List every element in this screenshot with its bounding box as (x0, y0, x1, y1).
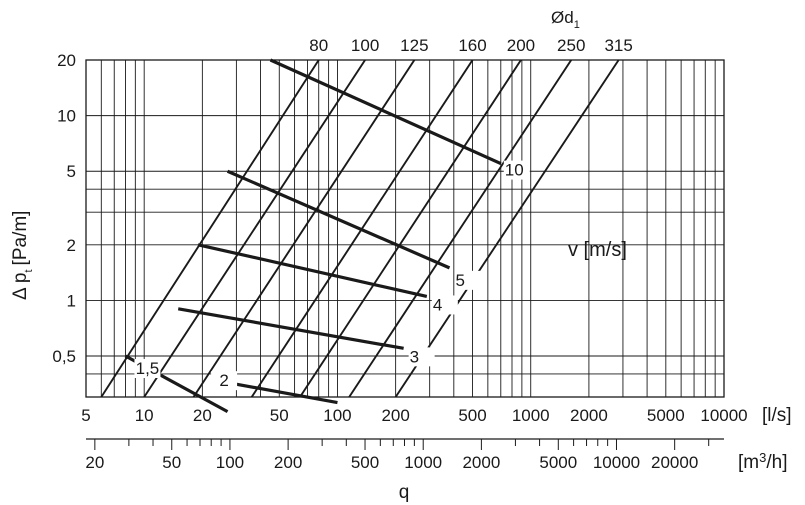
x-tick-label-m3h: 100 (216, 453, 244, 472)
y-tick-label: 20 (57, 51, 76, 70)
x-tick-label-m3h: 200 (274, 453, 302, 472)
velocity-lines (124, 58, 502, 414)
x-tick-labels-m3h: 20 50 100 200 500 1000 2000 5000 10000 20000 (85, 453, 698, 472)
duct-line-315 (394, 60, 620, 397)
y-tick-label: 1 (67, 291, 76, 310)
velocity-line-5 (226, 169, 451, 270)
x-tick-label-m3h: 20 (85, 453, 104, 472)
y-tick-label: 0,5 (52, 347, 76, 366)
velocity-label-bg-1,5 (134, 359, 161, 379)
x-tick-labels-ls: 5 10 20 50 100 200 500 1000 2000 5000 10000 (81, 406, 747, 425)
x-unit-m3h: [m3/h] (738, 450, 787, 473)
x-tick-label-ls: 5000 (647, 406, 685, 425)
x-tick-label-m3h: 2000 (462, 453, 500, 472)
x-tick-label-m3h: 1000 (404, 453, 442, 472)
x-tick-label-m3h: 5000 (539, 453, 577, 472)
duct-label-200: 200 (507, 36, 535, 55)
x-tick-label-ls: 5 (81, 406, 90, 425)
velocity-label-10: 10 (505, 161, 524, 180)
duct-line-250 (348, 60, 573, 397)
x-tick-label-ls: 500 (458, 406, 486, 425)
x-tick-label-ls: 1000 (512, 406, 550, 425)
velocity-label-bg-5 (454, 270, 481, 290)
velocity-label-3: 3 (410, 347, 419, 366)
velocity-label: v [m/s] (568, 239, 627, 261)
duct-label-125: 125 (400, 36, 428, 55)
x-tick-label-m3h: 20000 (651, 453, 698, 472)
velocity-label-5: 5 (456, 271, 465, 290)
velocity-label-bg-10 (503, 160, 530, 180)
velocity-label-bg-3 (408, 347, 435, 367)
velocity-line-4 (197, 243, 428, 299)
plot-frame (85, 59, 725, 398)
x-tick-label-ls: 20 (193, 406, 212, 425)
duct-label-160: 160 (458, 36, 486, 55)
velocity-label-bg-4 (431, 295, 458, 315)
velocity-label-1,5: 1,5 (136, 359, 160, 378)
y-tick-labels: 0,5 1 2 5 10 20 (52, 51, 76, 366)
diameter-label: Ød1 (551, 8, 580, 31)
y-tick-label: 10 (57, 107, 76, 126)
duct-label-315: 315 (604, 36, 632, 55)
duct-label-250: 250 (557, 36, 585, 55)
velocity-label-bg-2 (211, 371, 238, 391)
y-tick-label: 2 (67, 236, 76, 255)
duct-line-125 (192, 60, 416, 397)
x-tick-label-ls: 100 (323, 406, 351, 425)
x-tick-label-ls: 50 (270, 406, 289, 425)
y-axis-label: Δ pt[Pa/m] (10, 211, 35, 300)
grid-lines (86, 60, 724, 397)
velocity-line-10 (269, 58, 502, 166)
x-tick-label-ls: 10 (135, 406, 154, 425)
m3h-axis-ticks (94, 439, 710, 450)
x-axis-label: q (399, 482, 410, 503)
duct-line-80 (100, 60, 320, 397)
velocity-label-2: 2 (219, 371, 228, 390)
x-unit-ls: [l/s] (762, 405, 792, 426)
y-tick-label: 5 (67, 162, 76, 181)
duct-label-100: 100 (351, 36, 379, 55)
x-tick-label-m3h: 500 (351, 453, 379, 472)
duct-diameter-lines (100, 60, 620, 397)
x-tick-label-ls: 200 (381, 406, 409, 425)
x-tick-label-ls: 10000 (700, 406, 747, 425)
x-tick-label-m3h: 50 (162, 453, 181, 472)
duct-line-200 (299, 60, 522, 397)
x-tick-label-ls: 2000 (570, 406, 608, 425)
x-tick-label-m3h: 10000 (593, 453, 640, 472)
duct-label-80: 80 (309, 36, 328, 55)
velocity-line-3 (177, 307, 404, 350)
duct-line-100 (143, 60, 366, 397)
velocity-label-4: 4 (433, 295, 442, 314)
